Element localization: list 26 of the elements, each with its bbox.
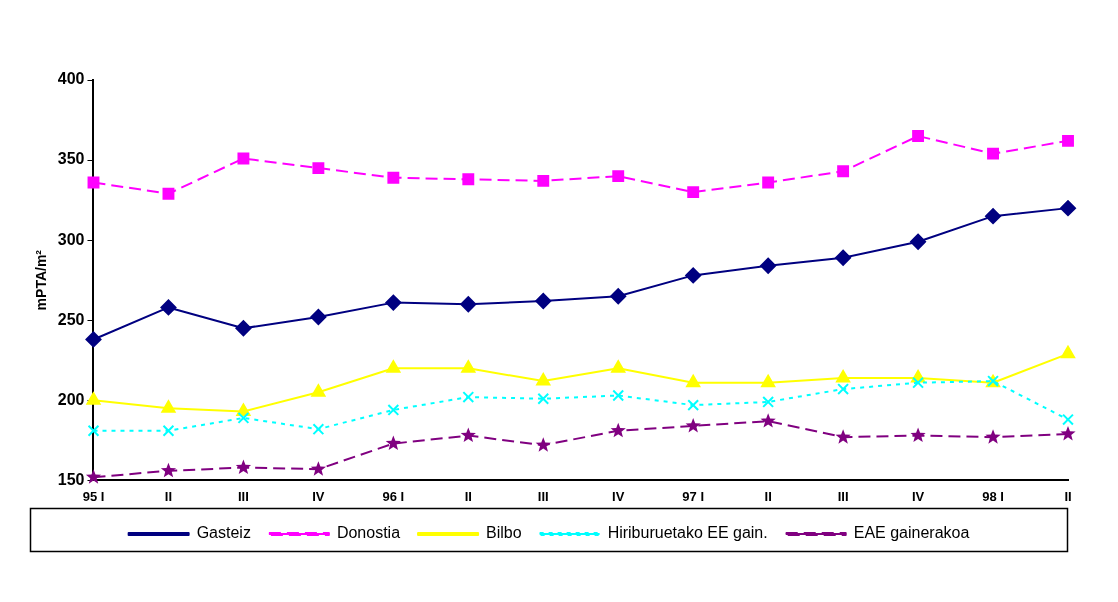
legend-label: Gasteiz [196,524,251,542]
x-tick-label: IV [612,488,625,504]
x-tick-label: 95 I [82,488,105,504]
x-tick-label: II [764,488,772,504]
y-tick-label: 150 [57,470,85,488]
y-tick-label: 200 [57,390,85,408]
x-tick-label: 96 I [382,488,405,504]
x-tick-label: IV [312,488,325,504]
x-tick-label: IV [911,488,925,504]
y-tick-label: 400 [57,70,85,88]
x-tick-label: III [238,488,249,504]
y-tick-label: 350 [57,150,85,168]
y-tick-label: 300 [57,230,85,248]
legend-label: Bilbo [486,524,522,542]
x-tick-label: III [837,488,849,504]
legend-label: Donostia [336,524,401,542]
y-tick-label: 250 [57,310,85,328]
x-tick-label: II [1064,488,1072,504]
y-axis-title: mPTA/m² [33,249,50,311]
legend-label: Hiriburuetako EE gain. [607,524,768,542]
x-tick-label: 97 I [682,488,705,504]
x-tick-label: III [537,488,549,504]
x-tick-label: 98 I [982,488,1004,504]
legend-label: EAE gainerakoa [853,524,970,542]
x-tick-label: II [464,488,472,504]
x-tick-label: II [164,488,173,504]
